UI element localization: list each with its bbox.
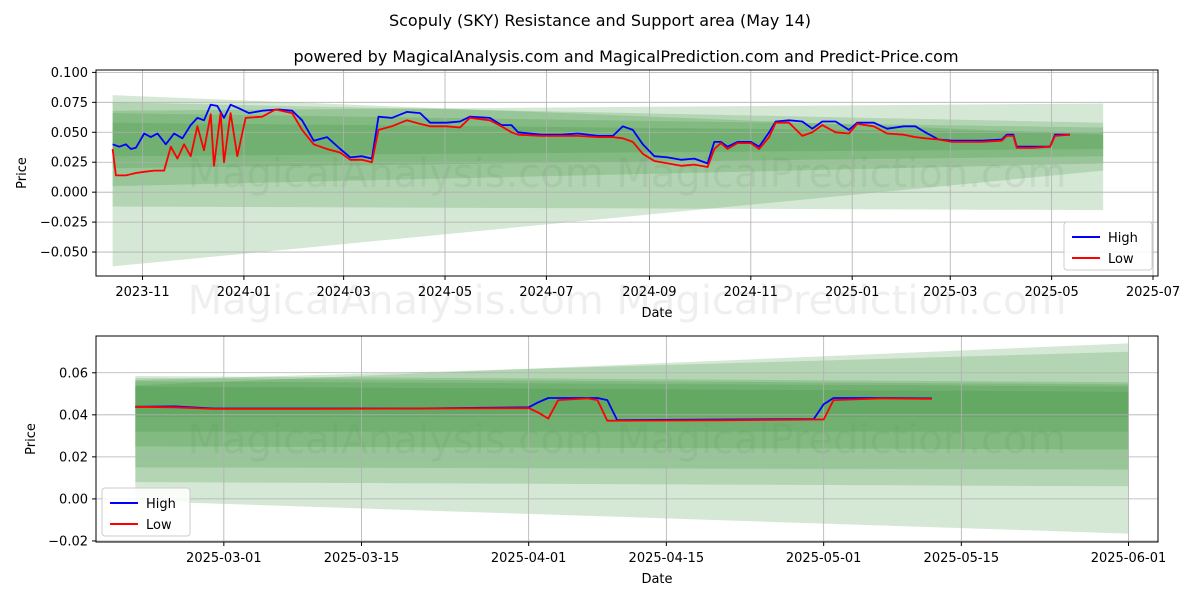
legend-label-low: Low: [146, 518, 172, 533]
y-tick-label: 0.075: [51, 96, 88, 111]
support-resistance-band: [112, 122, 1104, 157]
support-resistance-band: [135, 343, 1129, 534]
y-tick-label: 0.050: [51, 126, 88, 141]
x-tick-label: 2025-06-01: [1091, 551, 1167, 566]
top-panel: MagicalAnalysis.com MagicalPrediction.co…: [15, 66, 1180, 324]
y-tick-label: 0.00: [59, 492, 88, 507]
x-tick-label: 2024-07: [519, 285, 573, 300]
legend: High Low: [101, 487, 191, 537]
legend: High Low: [1063, 221, 1153, 271]
series-line-high: [112, 103, 1070, 165]
y-tick-label: 0.06: [59, 366, 88, 381]
x-tick-label: 2024-03: [316, 285, 370, 300]
support-resistance-band: [112, 95, 1104, 211]
series-line-low: [135, 397, 932, 422]
x-tick-label: 2025-03-15: [324, 551, 400, 566]
series-line-low: [111, 108, 1070, 177]
watermark-text: MagicalAnalysis.com MagicalPrediction.co…: [188, 278, 1067, 324]
x-tick-label: 2024-05: [418, 285, 472, 300]
y-tick-label: 0.000: [51, 186, 88, 201]
x-tick-label: 2025-05: [1024, 285, 1078, 300]
x-tick-label: 2023-11: [115, 285, 169, 300]
bottom-panel: MagicalAnalysis.com MagicalPrediction.co…: [24, 335, 1167, 587]
watermark-text: MagicalAnalysis.com MagicalPrediction.co…: [188, 417, 1067, 463]
y-tick-label: 0.025: [51, 156, 88, 171]
y-tick-label: −0.02: [48, 534, 88, 549]
x-tick-label: 2024-09: [622, 285, 676, 300]
y-tick-label: −0.025: [40, 216, 88, 231]
x-tick-label: 2025-03-01: [186, 551, 262, 566]
support-resistance-band: [112, 103, 1104, 267]
x-tick-label: 2025-04-01: [491, 551, 567, 566]
support-resistance-band: [135, 378, 1129, 450]
support-resistance-band: [135, 351, 1129, 487]
y-tick-label: 0.02: [59, 450, 88, 465]
x-axis-label: Date: [641, 306, 672, 321]
chart-title: Scopuly (SKY) Resistance and Support are…: [389, 11, 811, 30]
plot-frame: [95, 69, 1159, 277]
y-axis-label: Price: [24, 423, 39, 455]
x-tick-label: 2025-01: [825, 285, 879, 300]
plot-frame: [95, 335, 1159, 543]
y-tick-label: −0.050: [40, 246, 88, 261]
watermark-text: MagicalAnalysis.com MagicalPrediction.co…: [188, 151, 1067, 197]
support-resistance-band: [135, 381, 1129, 432]
legend-label-low: Low: [1108, 252, 1134, 267]
x-tick-label: 2025-07: [1126, 285, 1180, 300]
y-tick-label: 0.04: [59, 408, 88, 423]
x-tick-label: 2025-05-15: [924, 551, 1000, 566]
x-tick-label: 2024-01: [217, 285, 271, 300]
legend-label-high: High: [146, 497, 176, 512]
chart-subtitle: powered by MagicalAnalysis.com and Magic…: [293, 47, 958, 66]
y-axis-label: Price: [15, 157, 30, 189]
x-axis-label: Date: [641, 572, 672, 587]
x-tick-label: 2024-11: [724, 285, 778, 300]
x-tick-label: 2025-04-15: [629, 551, 705, 566]
x-tick-label: 2025-05-01: [786, 551, 862, 566]
y-tick-label: 0.100: [51, 66, 88, 81]
legend-label-high: High: [1108, 231, 1138, 246]
x-tick-label: 2025-03: [923, 285, 977, 300]
